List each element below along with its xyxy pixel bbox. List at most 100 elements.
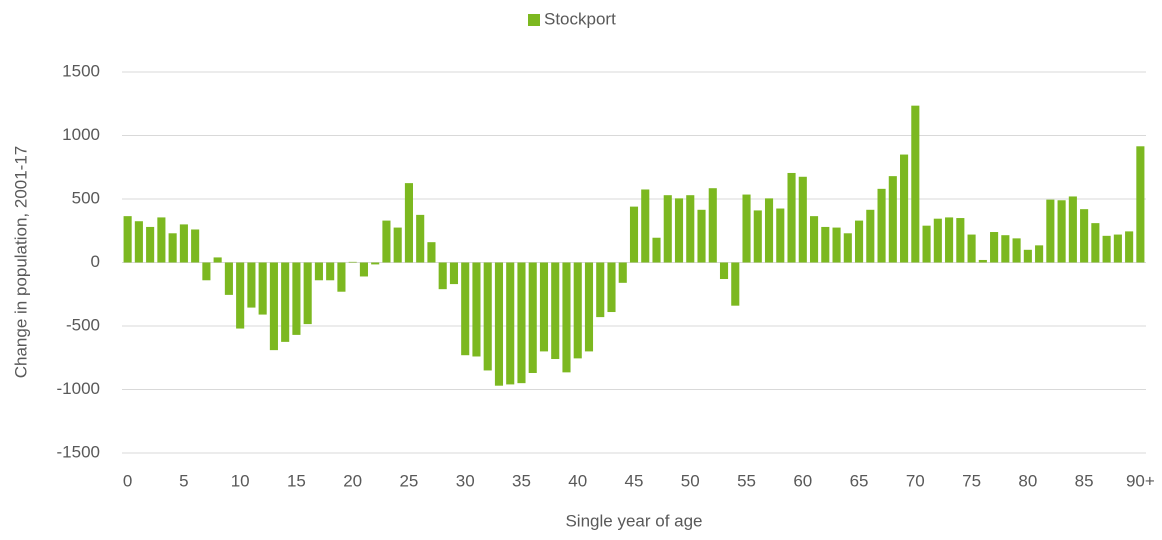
bar [641, 189, 650, 263]
bar [900, 154, 909, 263]
bar [506, 262, 515, 385]
x-tick-label: 85 [1075, 471, 1094, 490]
bar [303, 262, 312, 325]
x-tick-label: 50 [681, 471, 700, 490]
bar [382, 220, 391, 263]
x-axis-title: Single year of age [565, 511, 702, 530]
bar [438, 262, 447, 290]
bar [663, 195, 672, 263]
x-tick-label: 5 [179, 471, 188, 490]
bar [596, 262, 605, 318]
bar [393, 227, 402, 263]
bar [855, 220, 864, 263]
bar [877, 188, 886, 263]
x-tick-label: 10 [231, 471, 250, 490]
bar [179, 224, 188, 263]
bar [674, 198, 684, 263]
bar [629, 206, 639, 263]
bar [911, 105, 920, 263]
x-tick-label: 35 [512, 471, 531, 490]
bar [551, 262, 560, 360]
bar [652, 237, 661, 263]
bar [798, 176, 807, 263]
bar [1001, 235, 1010, 263]
bar [224, 262, 233, 295]
bar [483, 262, 492, 371]
y-tick-label: 1500 [62, 61, 100, 80]
x-tick-label: 55 [737, 471, 756, 490]
bar [607, 262, 616, 313]
y-tick-label: 0 [91, 252, 100, 271]
bar [326, 262, 335, 281]
bar [449, 262, 459, 285]
bar [1125, 231, 1134, 263]
bar [945, 217, 954, 263]
bar [1023, 249, 1032, 263]
bar [719, 262, 729, 280]
x-tick-label: 40 [568, 471, 587, 490]
bar [404, 183, 413, 263]
legend-label: Stockport [544, 9, 616, 28]
x-tick-label: 30 [456, 471, 475, 490]
y-axis-title: Change in population, 2001-17 [11, 146, 30, 379]
x-tick-label: 0 [123, 471, 132, 490]
bar [1035, 245, 1044, 263]
y-tick-label: 500 [72, 188, 100, 207]
bar [956, 218, 965, 263]
bar [134, 221, 143, 263]
bar [258, 262, 267, 315]
bar [1136, 146, 1145, 263]
bar [742, 194, 751, 263]
bar [618, 262, 627, 283]
bar [213, 257, 222, 263]
bar [1057, 200, 1066, 263]
bar [967, 234, 976, 263]
bar [281, 262, 290, 342]
bar [1046, 199, 1055, 263]
bar [1091, 223, 1100, 263]
bar [843, 233, 852, 263]
bar [821, 226, 830, 263]
bar [494, 262, 504, 386]
bar [832, 227, 841, 263]
legend-swatch [528, 14, 540, 26]
bar [888, 176, 897, 263]
bar [314, 262, 323, 281]
x-tick-label: 65 [850, 471, 869, 490]
bar [562, 262, 571, 373]
x-tick-label: 60 [793, 471, 812, 490]
bar [539, 262, 549, 352]
bar [708, 188, 717, 263]
bar [866, 209, 875, 263]
bar [584, 262, 594, 352]
x-tick-label: 75 [962, 471, 981, 490]
bar [146, 226, 155, 263]
bar [292, 262, 301, 335]
bar [191, 229, 200, 263]
y-tick-label: -500 [66, 315, 100, 334]
bar [168, 233, 177, 263]
y-tick-label: 1000 [62, 125, 100, 144]
bar [787, 172, 796, 263]
bar [472, 262, 481, 357]
bar [247, 262, 256, 308]
bar [697, 209, 706, 263]
bar [922, 225, 931, 263]
bar [1080, 209, 1089, 263]
bar [1068, 196, 1077, 263]
bar [686, 195, 695, 263]
bar [202, 262, 211, 281]
bar [809, 216, 819, 263]
bar [517, 262, 526, 384]
x-tick-label: 70 [906, 471, 925, 490]
x-tick-label: 15 [287, 471, 306, 490]
bar [528, 262, 537, 373]
bar [1012, 238, 1021, 263]
bar [123, 216, 132, 263]
bar [416, 214, 425, 263]
x-tick-label: 80 [1018, 471, 1037, 490]
bar [236, 262, 245, 329]
bar [933, 218, 942, 263]
bar [753, 210, 762, 263]
